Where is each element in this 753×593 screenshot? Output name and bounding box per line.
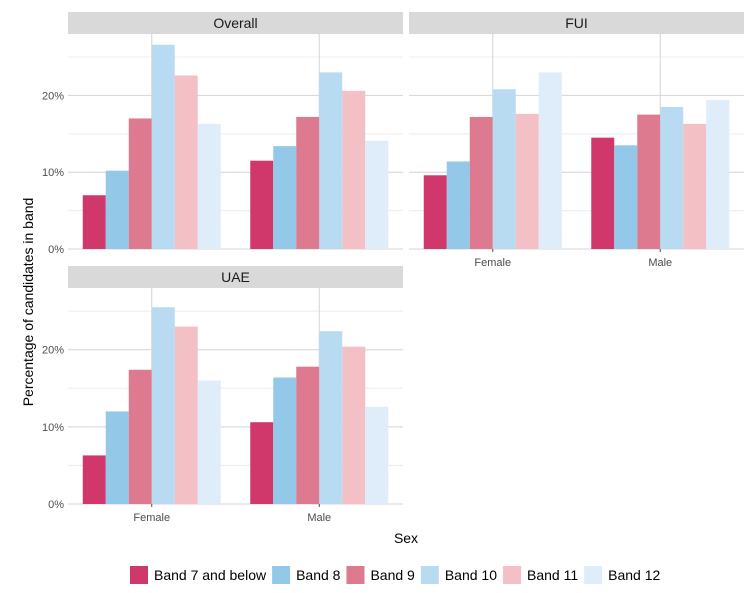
bar-female-band-11 <box>174 326 198 504</box>
bar-female-band-7-and-below <box>423 175 447 249</box>
bar-female-band-9 <box>128 369 152 504</box>
panel-title: UAE <box>221 269 250 285</box>
legend-item: Band 10 <box>420 566 497 584</box>
bar-male-band-11 <box>342 346 366 504</box>
y-axis-title: Percentage of candidates in band <box>20 198 36 407</box>
bar-male-band-11 <box>342 90 366 249</box>
bar-male-band-7-and-below <box>250 160 274 249</box>
bar-female-band-12 <box>197 123 221 249</box>
legend-item: Band 8 <box>272 566 341 584</box>
bar-female-band-8 <box>105 411 129 504</box>
legend-swatch <box>420 566 439 584</box>
panel-fui: FUI Female Male <box>409 12 744 269</box>
bar-female-band-8 <box>105 170 129 249</box>
x-tick-label: Male <box>648 257 672 269</box>
panel-title: Overall <box>213 15 257 31</box>
panel-strip <box>68 12 403 34</box>
panels: Overall 0% 10% 20% FUI Female Male UAE 0% 10% 20% F… <box>42 12 744 524</box>
bar-female-band-9 <box>469 116 493 249</box>
bar-female-band-12 <box>538 72 562 250</box>
bar-female-band-11 <box>174 75 198 249</box>
bar-male-band-9 <box>296 366 320 504</box>
bar-male-band-7-and-below <box>591 137 615 249</box>
y-tick-label: 10% <box>42 422 64 434</box>
bar-female-band-10 <box>151 44 175 249</box>
bar-female-band-12 <box>197 380 221 504</box>
panel-title: FUI <box>565 15 588 31</box>
y-tick-label: 10% <box>42 167 64 179</box>
bar-female-band-8 <box>446 161 470 249</box>
bar-male-band-8 <box>273 377 297 504</box>
bar-male-band-10 <box>660 106 684 249</box>
legend-label: Band 7 and below <box>154 567 267 583</box>
y-tick-label: 20% <box>42 90 64 102</box>
legend-item: Band 11 <box>503 566 578 584</box>
x-tick-label: Male <box>307 512 331 524</box>
x-tick-label: Female <box>474 257 511 269</box>
bar-male-band-9 <box>296 116 320 249</box>
panel-strip <box>409 12 744 34</box>
panel-uae: UAE 0% 10% 20% Female Male <box>42 266 403 524</box>
bar-male-band-12 <box>365 140 389 249</box>
legend-label: Band 9 <box>370 567 415 583</box>
bar-male-band-7-and-below <box>250 422 274 504</box>
legend: Band 7 and below Band 8 Band 9 Band 10 Band … <box>130 566 661 584</box>
y-tick-label: 20% <box>42 345 64 357</box>
legend-label: Band 8 <box>296 567 341 583</box>
y-tick-label: 0% <box>48 499 64 511</box>
bar-female-band-10 <box>151 307 175 504</box>
bar-male-band-11 <box>683 123 707 249</box>
panel-strip <box>68 266 403 288</box>
legend-label: Band 12 <box>608 567 660 583</box>
bar-female-band-11 <box>515 113 539 249</box>
bar-male-band-10 <box>319 72 343 250</box>
bar-female-band-9 <box>128 118 152 249</box>
bar-female-band-7-and-below <box>82 455 106 504</box>
bar-female-band-10 <box>492 89 516 250</box>
legend-swatch <box>272 566 291 584</box>
legend-label: Band 10 <box>445 567 497 583</box>
legend-swatch <box>503 566 522 584</box>
legend-label: Band 11 <box>527 567 578 583</box>
bar-male-band-9 <box>637 114 661 249</box>
bar-male-band-12 <box>706 100 730 250</box>
legend-swatch <box>584 566 603 584</box>
bar-female-band-7-and-below <box>82 195 106 249</box>
bar-male-band-8 <box>273 146 297 249</box>
bar-male-band-8 <box>614 145 638 249</box>
legend-swatch <box>130 566 148 584</box>
x-tick-label: Female <box>133 512 170 524</box>
x-axis-title: Sex <box>394 530 418 546</box>
bar-male-band-12 <box>365 406 389 504</box>
legend-item: Band 7 and below <box>130 566 267 584</box>
y-tick-label: 0% <box>48 244 64 256</box>
legend-item: Band 9 <box>346 566 415 584</box>
panel-overall: Overall 0% 10% 20% <box>42 12 403 256</box>
bar-male-band-10 <box>319 331 343 504</box>
legend-item: Band 12 <box>584 566 661 584</box>
legend-swatch <box>346 566 365 584</box>
